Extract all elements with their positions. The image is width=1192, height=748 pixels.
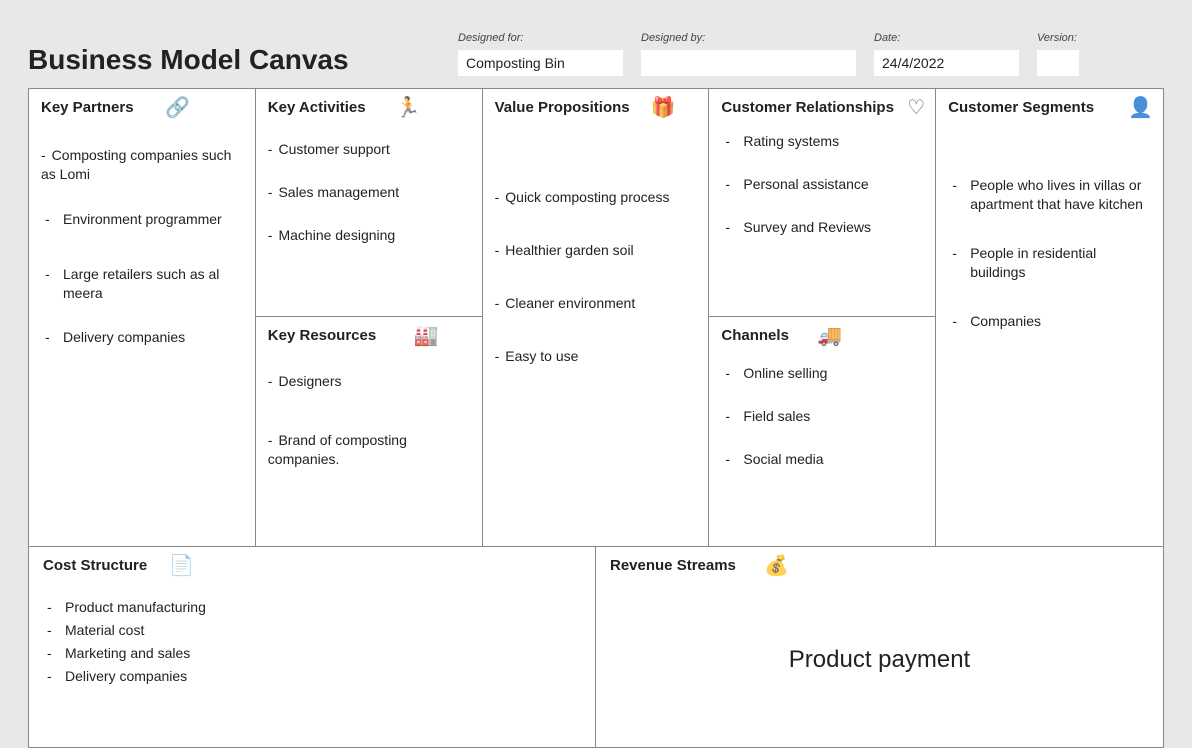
meta-label: Date: [874, 32, 1019, 44]
list-item: Personal assistance [725, 175, 923, 194]
list-item: Environment programmer [45, 210, 243, 229]
version-input[interactable] [1037, 50, 1079, 76]
person-icon: 👤 [1128, 95, 1153, 120]
designed-by-input[interactable] [641, 50, 856, 76]
block-items: Product manufacturing Material cost Mark… [43, 598, 581, 686]
block-customer-relationships: Customer Relationships ♡ Rating systems … [709, 89, 936, 317]
block-customer-segments: Customer Segments 👤 People who lives in … [936, 89, 1163, 547]
block-key-activities: Key Activities 🏃 Customer support Sales … [256, 89, 483, 317]
block-title: Customer Relationships [721, 99, 923, 116]
list-item: Cleaner environment [495, 294, 697, 313]
meta-date: Date: 24/4/2022 [874, 32, 1019, 76]
block-items: Designers Brand of composting companies. [268, 372, 470, 469]
block-title: Key Activities [268, 99, 470, 116]
list-item: Rating systems [725, 132, 923, 151]
list-item: Companies [952, 312, 1151, 331]
block-key-resources: Key Resources 🏭 Designers Brand of compo… [256, 317, 483, 547]
block-title: Customer Segments [948, 99, 1151, 116]
list-item: Field sales [725, 407, 923, 426]
list-item: Designers [268, 372, 470, 391]
list-item: Sales management [268, 183, 470, 202]
canvas-title: Business Model Canvas [28, 20, 458, 76]
meta-designed-by: Designed by: [641, 32, 856, 76]
list-item: Delivery companies [45, 328, 243, 347]
block-value-propositions: Value Propositions 🎁 Quick composting pr… [483, 89, 710, 547]
block-items: Customer support Sales management Machin… [268, 140, 470, 245]
block-items: Online selling Field sales Social media [721, 364, 923, 469]
list-item: Online selling [725, 364, 923, 383]
activity-icon: 🏃 [396, 95, 421, 120]
block-items: Composting companies such as Lomi [41, 146, 243, 184]
cash-register-icon: 💰 [764, 553, 789, 578]
bmc-canvas: Key Partners 🔗 Composting companies such… [28, 88, 1164, 748]
list-item: People who lives in villas or apartment … [952, 176, 1151, 214]
document-icon: 📄 [169, 553, 194, 578]
list-item: Marketing and sales [47, 644, 581, 663]
page: Business Model Canvas Designed for: Comp… [0, 0, 1192, 748]
list-item: Brand of composting companies. [268, 431, 470, 469]
link-icon: 🔗 [165, 95, 190, 120]
designed-for-input[interactable]: Composting Bin [458, 50, 623, 76]
block-revenue-streams: Revenue Streams 💰 Product payment [596, 547, 1163, 747]
list-item: Material cost [47, 621, 581, 640]
list-item: Easy to use [495, 347, 697, 366]
list-item: Healthier garden soil [495, 241, 697, 260]
list-item: Customer support [268, 140, 470, 159]
list-item: Composting companies such as Lomi [41, 146, 243, 184]
block-items: People who lives in villas or apartment … [948, 176, 1151, 330]
block-items: Rating systems Personal assistance Surve… [721, 132, 923, 237]
list-item: Product manufacturing [47, 598, 581, 617]
revenue-body: Product payment [610, 590, 1149, 730]
block-title: Cost Structure [43, 557, 581, 574]
meta-designed-for: Designed for: Composting Bin [458, 32, 623, 76]
truck-icon: 🚚 [817, 323, 842, 348]
resource-icon: 🏭 [414, 323, 439, 348]
meta-version: Version: [1037, 32, 1079, 76]
meta-fields: Designed for: Composting Bin Designed by… [458, 32, 1164, 76]
block-items: Quick composting process Healthier garde… [495, 188, 697, 366]
meta-label: Version: [1037, 32, 1079, 44]
header: Business Model Canvas Designed for: Comp… [28, 0, 1164, 88]
list-item: Quick composting process [495, 188, 697, 207]
block-title: Revenue Streams [610, 557, 1149, 574]
meta-label: Designed by: [641, 32, 856, 44]
list-item: Delivery companies [47, 667, 581, 686]
block-title: Key Resources [268, 327, 470, 344]
top-grid: Key Partners 🔗 Composting companies such… [29, 89, 1163, 547]
list-item: Survey and Reviews [725, 218, 923, 237]
heart-icon: ♡ [907, 95, 925, 120]
list-item: People in residential buildings [952, 244, 1151, 282]
gift-icon: 🎁 [651, 95, 676, 120]
meta-label: Designed for: [458, 32, 623, 44]
block-channels: Channels 🚚 Online selling Field sales So… [709, 317, 936, 547]
date-input[interactable]: 24/4/2022 [874, 50, 1019, 76]
list-item: Machine designing [268, 226, 470, 245]
list-item: Social media [725, 450, 923, 469]
block-key-partners: Key Partners 🔗 Composting companies such… [29, 89, 256, 547]
list-item: Large retailers such as al meera [45, 265, 243, 303]
block-cost-structure: Cost Structure 📄 Product manufacturing M… [29, 547, 596, 747]
block-items: Environment programmer Large retailers s… [41, 210, 243, 348]
block-title: Key Partners [41, 99, 243, 116]
bottom-grid: Cost Structure 📄 Product manufacturing M… [29, 547, 1163, 747]
